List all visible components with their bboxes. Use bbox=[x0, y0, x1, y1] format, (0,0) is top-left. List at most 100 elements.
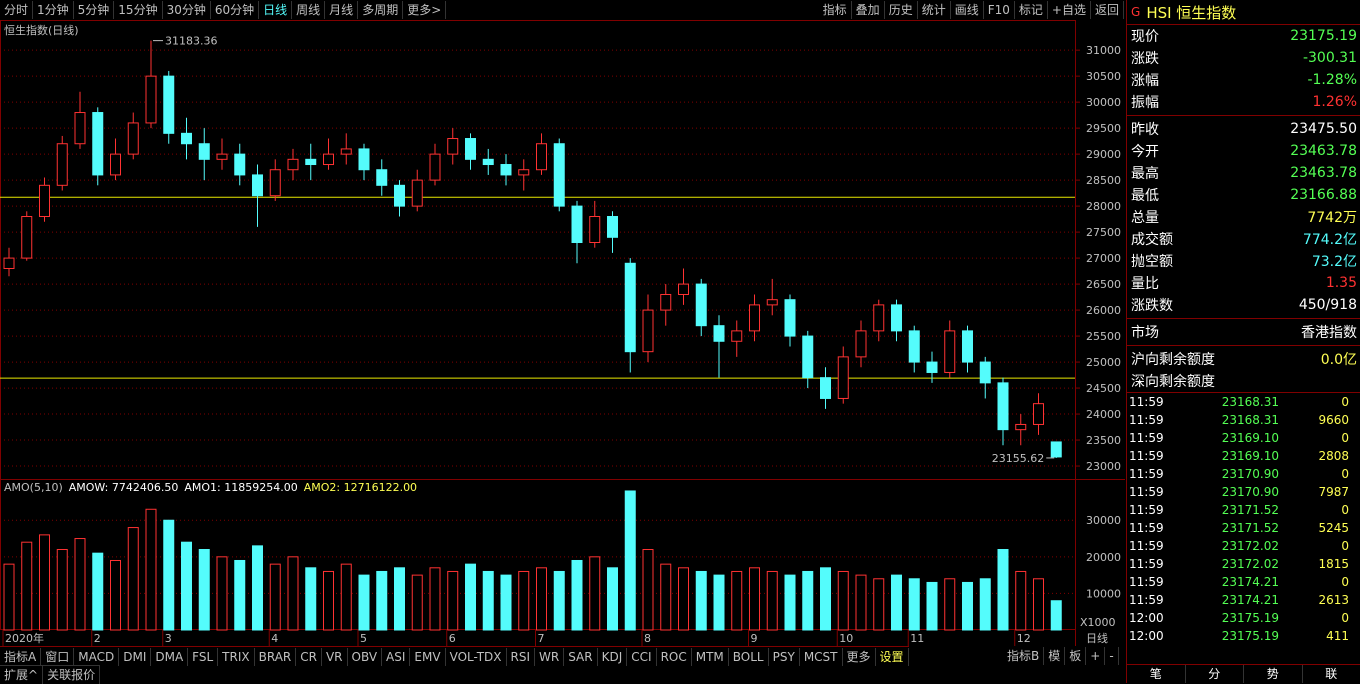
quote-value: 23463.78 bbox=[1290, 143, 1357, 159]
side-tab[interactable]: 分 bbox=[1186, 665, 1245, 683]
volume-bar bbox=[608, 568, 618, 630]
candle-body bbox=[4, 258, 14, 268]
toolbar-button[interactable]: RSI bbox=[507, 648, 536, 666]
tick-cell: 11:59 bbox=[1129, 449, 1189, 463]
candle-body bbox=[643, 310, 653, 352]
volume-bar bbox=[501, 575, 511, 630]
toolbar-button[interactable]: 更多 bbox=[843, 648, 876, 666]
toolbar-button[interactable]: DMA bbox=[151, 648, 188, 666]
candle-body bbox=[57, 144, 67, 186]
candle-body bbox=[22, 217, 32, 259]
candle-body bbox=[821, 378, 831, 399]
toolbar-button[interactable]: 窗口 bbox=[41, 648, 74, 666]
candle-body bbox=[874, 305, 884, 331]
quote-row: 最高 23463.78 bbox=[1127, 162, 1360, 184]
side-tab[interactable]: 笔 bbox=[1127, 665, 1186, 683]
x-tick-label: 4 bbox=[271, 632, 278, 645]
toolbar-button[interactable]: 板 bbox=[1065, 647, 1086, 665]
quote-label: 最低 bbox=[1131, 185, 1159, 205]
y-tick-label: 28000 bbox=[1086, 200, 1121, 213]
side-tab[interactable]: 势 bbox=[1244, 665, 1303, 683]
toolbar-button[interactable]: ROC bbox=[657, 648, 692, 666]
quote-value: 23463.78 bbox=[1290, 165, 1357, 181]
toolbar-button[interactable]: WR bbox=[535, 648, 564, 666]
toolbar-button[interactable]: 指标B bbox=[1003, 647, 1044, 665]
candle-body bbox=[785, 300, 795, 336]
candle-body bbox=[111, 154, 121, 175]
tick-cell: 23174.21 bbox=[1189, 593, 1279, 607]
toolbar-button[interactable]: CCI bbox=[627, 648, 656, 666]
toolbar-button[interactable]: 扩展^ bbox=[0, 666, 43, 684]
volume-bar bbox=[1051, 601, 1061, 630]
volume-bar bbox=[767, 571, 777, 630]
scale-label: X1000 bbox=[1080, 616, 1116, 629]
toolbar-button[interactable]: - bbox=[1105, 647, 1118, 665]
toolbar-button[interactable]: FSL bbox=[188, 648, 218, 666]
tick-cell: 11:59 bbox=[1129, 593, 1189, 607]
volume-bar bbox=[1016, 571, 1026, 630]
quote-row: 市场香港指数 bbox=[1127, 321, 1360, 343]
toolbar-button[interactable]: CR bbox=[296, 648, 322, 666]
y-tick-label: 24000 bbox=[1086, 408, 1121, 421]
toolbar-button[interactable]: OBV bbox=[348, 648, 383, 666]
volume-bar bbox=[430, 568, 440, 630]
toolbar-button[interactable]: ASI bbox=[382, 648, 410, 666]
toolbar-button[interactable]: PSY bbox=[769, 648, 800, 666]
toolbar-button[interactable]: DMI bbox=[119, 648, 151, 666]
tick-cell: 2808 bbox=[1279, 449, 1349, 463]
side-tabs: 笔分势联 bbox=[1127, 664, 1360, 683]
x-tick-label: 12 bbox=[1017, 632, 1031, 645]
toolbar-button[interactable]: EMV bbox=[410, 648, 445, 666]
toolbar-button[interactable]: 设置 bbox=[876, 648, 909, 666]
y-tick-label: 25000 bbox=[1086, 356, 1121, 369]
volume-bar bbox=[963, 582, 973, 630]
volume-bar bbox=[40, 535, 50, 630]
toolbar-button[interactable]: MACD bbox=[74, 648, 119, 666]
volume-bar bbox=[643, 550, 653, 630]
candle-body bbox=[696, 284, 706, 326]
toolbar-button[interactable]: SAR bbox=[564, 648, 597, 666]
toolbar-button[interactable]: TRIX bbox=[218, 648, 254, 666]
candle-body bbox=[235, 154, 245, 175]
candle-body bbox=[963, 331, 973, 362]
volume-bar bbox=[998, 550, 1008, 630]
volume-bar bbox=[341, 564, 351, 630]
volume-bar bbox=[75, 539, 85, 630]
toolbar-button[interactable]: BRAR bbox=[255, 648, 297, 666]
candle-body bbox=[537, 144, 547, 170]
tick-cell: 23168.31 bbox=[1189, 395, 1279, 409]
volume-bar bbox=[235, 560, 245, 630]
tick-cell: 11:59 bbox=[1129, 575, 1189, 589]
toolbar-button[interactable]: 关联报价 bbox=[43, 666, 100, 684]
volume-bar bbox=[892, 575, 902, 630]
volume-bar bbox=[483, 571, 493, 630]
toolbar-button[interactable]: 模 bbox=[1044, 647, 1065, 665]
candle-body bbox=[714, 326, 724, 342]
quote-label: 最高 bbox=[1131, 163, 1159, 183]
tick-cell: 23172.02 bbox=[1189, 539, 1279, 553]
volume-bar bbox=[412, 575, 422, 630]
toolbar-button[interactable]: + bbox=[1086, 647, 1105, 665]
tick-cell: 11:59 bbox=[1129, 431, 1189, 445]
x-tick-label: 5 bbox=[360, 632, 367, 645]
volume-bar bbox=[1034, 579, 1044, 630]
separator bbox=[1127, 318, 1360, 319]
toolbar-button[interactable]: BOLL bbox=[729, 648, 769, 666]
toolbar-button[interactable]: VOL-TDX bbox=[446, 648, 507, 666]
toolbar-button[interactable]: 指标A bbox=[0, 648, 41, 666]
toolbar-button[interactable]: MCST bbox=[800, 648, 843, 666]
volume-bar bbox=[395, 568, 405, 630]
toolbar-button[interactable]: MTM bbox=[692, 648, 729, 666]
toolbar-button[interactable]: VR bbox=[322, 648, 348, 666]
side-tab[interactable]: 联 bbox=[1303, 665, 1360, 683]
quote-value: 0.0亿 bbox=[1321, 349, 1357, 369]
toolbar-button[interactable]: KDJ bbox=[598, 648, 628, 666]
